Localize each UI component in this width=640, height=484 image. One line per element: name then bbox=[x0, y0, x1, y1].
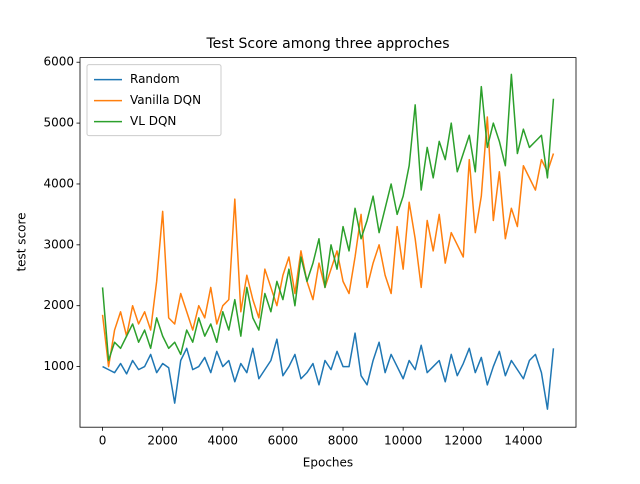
legend-label: Vanilla DQN bbox=[130, 93, 201, 107]
y-tick-label: 6000 bbox=[43, 55, 74, 69]
y-tick-label: 1000 bbox=[43, 359, 74, 373]
legend-label: VL DQN bbox=[130, 114, 176, 128]
series-line bbox=[101, 116, 555, 368]
y-tick-label: 2000 bbox=[43, 298, 74, 312]
x-tick-label: 10000 bbox=[384, 434, 422, 448]
y-axis-label: test score bbox=[15, 212, 29, 271]
series-line bbox=[102, 332, 555, 410]
x-axis-label: Epoches bbox=[303, 456, 353, 470]
series-line bbox=[101, 73, 555, 362]
x-tick-label: 2000 bbox=[147, 434, 178, 448]
x-tick-label: 12000 bbox=[444, 434, 482, 448]
legend-box bbox=[86, 64, 222, 137]
y-tick-label: 4000 bbox=[43, 176, 74, 190]
legend-label: Random bbox=[130, 72, 180, 86]
x-tick-label: 0 bbox=[99, 434, 107, 448]
y-tick-label: 3000 bbox=[43, 237, 74, 251]
x-tick-label: 4000 bbox=[208, 434, 239, 448]
chart-title: Test Score among three approches bbox=[205, 36, 449, 52]
x-tick-label: 14000 bbox=[504, 434, 542, 448]
y-tick-label: 5000 bbox=[43, 116, 74, 130]
x-tick-label: 8000 bbox=[328, 434, 359, 448]
x-tick-label: 6000 bbox=[268, 434, 299, 448]
plot-frame bbox=[79, 57, 577, 428]
